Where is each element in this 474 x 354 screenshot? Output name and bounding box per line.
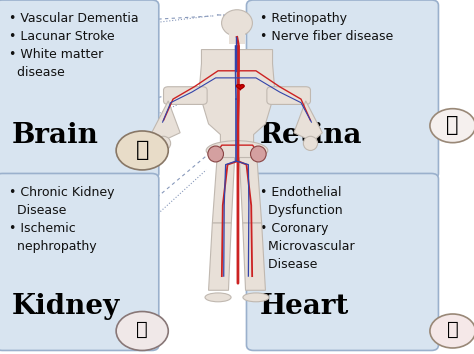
Ellipse shape xyxy=(221,10,252,36)
Text: • Endothelial
  Dysfunction
• Coronary
  Microvascular
  Disease: • Endothelial Dysfunction • Coronary Mic… xyxy=(260,186,355,271)
Polygon shape xyxy=(212,158,235,223)
Text: 🫘: 🫘 xyxy=(137,320,148,339)
Text: 🧠: 🧠 xyxy=(136,141,149,160)
Ellipse shape xyxy=(208,146,224,162)
FancyBboxPatch shape xyxy=(229,30,245,44)
Polygon shape xyxy=(294,101,322,142)
Text: 👁: 👁 xyxy=(447,115,459,135)
Text: Heart: Heart xyxy=(260,293,349,320)
Polygon shape xyxy=(243,223,265,290)
FancyBboxPatch shape xyxy=(0,173,159,350)
Text: Kidney: Kidney xyxy=(12,293,120,320)
Polygon shape xyxy=(199,50,275,149)
FancyBboxPatch shape xyxy=(246,173,438,350)
Ellipse shape xyxy=(250,146,266,162)
Polygon shape xyxy=(237,85,244,90)
Ellipse shape xyxy=(156,136,171,150)
Polygon shape xyxy=(152,101,180,142)
Text: Brain: Brain xyxy=(12,122,99,149)
FancyBboxPatch shape xyxy=(0,0,159,179)
Text: Retina: Retina xyxy=(260,122,362,149)
Circle shape xyxy=(430,314,474,348)
Text: 🫀: 🫀 xyxy=(447,320,458,339)
Ellipse shape xyxy=(205,293,231,302)
FancyBboxPatch shape xyxy=(267,87,310,104)
Text: • Vascular Dementia
• Lacunar Stroke
• White matter
  disease: • Vascular Dementia • Lacunar Stroke • W… xyxy=(9,12,138,79)
Ellipse shape xyxy=(243,293,269,302)
Polygon shape xyxy=(209,223,231,290)
FancyBboxPatch shape xyxy=(246,0,438,179)
Text: • Chronic Kidney
  Disease
• Ischemic
  nephropathy: • Chronic Kidney Disease • Ischemic neph… xyxy=(9,186,114,253)
Text: • Retinopathy
• Nerve fiber disease: • Retinopathy • Nerve fiber disease xyxy=(260,12,393,44)
Ellipse shape xyxy=(303,136,318,150)
Ellipse shape xyxy=(206,141,268,160)
Circle shape xyxy=(116,131,168,170)
FancyBboxPatch shape xyxy=(164,87,207,104)
Polygon shape xyxy=(239,158,262,223)
Circle shape xyxy=(430,109,474,143)
Circle shape xyxy=(116,312,168,350)
